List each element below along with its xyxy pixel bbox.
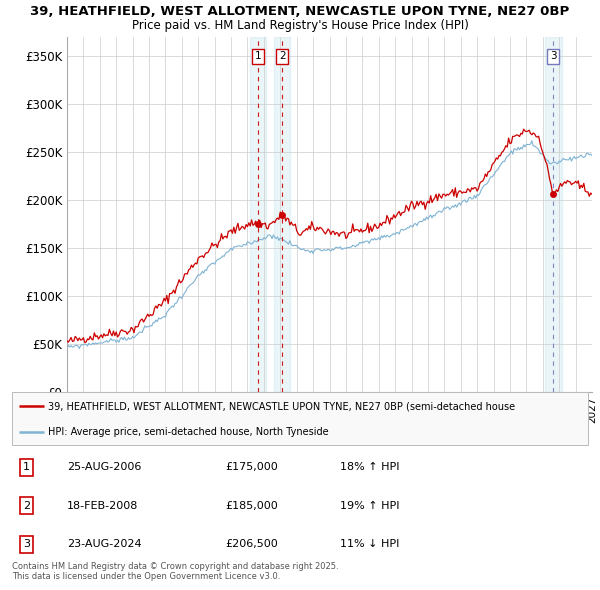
Text: 3: 3: [550, 51, 557, 61]
Text: Contains HM Land Registry data © Crown copyright and database right 2025.
This d: Contains HM Land Registry data © Crown c…: [12, 562, 338, 581]
Text: HPI: Average price, semi-detached house, North Tyneside: HPI: Average price, semi-detached house,…: [48, 427, 328, 437]
Text: £206,500: £206,500: [225, 539, 278, 549]
Text: 19% ↑ HPI: 19% ↑ HPI: [340, 501, 400, 511]
Text: 18% ↑ HPI: 18% ↑ HPI: [340, 463, 400, 473]
Text: 23-AUG-2024: 23-AUG-2024: [67, 539, 142, 549]
Text: £185,000: £185,000: [225, 501, 278, 511]
Text: 3: 3: [23, 539, 30, 549]
Bar: [545, 37, 562, 392]
Text: 18-FEB-2008: 18-FEB-2008: [67, 501, 138, 511]
Text: 1: 1: [23, 463, 30, 473]
Text: £175,000: £175,000: [225, 463, 278, 473]
Text: 1: 1: [255, 51, 262, 61]
Text: Price paid vs. HM Land Registry's House Price Index (HPI): Price paid vs. HM Land Registry's House …: [131, 19, 469, 32]
Text: 39, HEATHFIELD, WEST ALLOTMENT, NEWCASTLE UPON TYNE, NE27 0BP (semi-detached hou: 39, HEATHFIELD, WEST ALLOTMENT, NEWCASTL…: [48, 401, 515, 411]
Text: 2: 2: [279, 51, 286, 61]
Bar: [250, 37, 266, 392]
Text: 11% ↓ HPI: 11% ↓ HPI: [340, 539, 400, 549]
Bar: [274, 37, 290, 392]
Text: 2: 2: [23, 501, 30, 511]
Text: 25-AUG-2006: 25-AUG-2006: [67, 463, 141, 473]
Text: 39, HEATHFIELD, WEST ALLOTMENT, NEWCASTLE UPON TYNE, NE27 0BP: 39, HEATHFIELD, WEST ALLOTMENT, NEWCASTL…: [31, 5, 569, 18]
